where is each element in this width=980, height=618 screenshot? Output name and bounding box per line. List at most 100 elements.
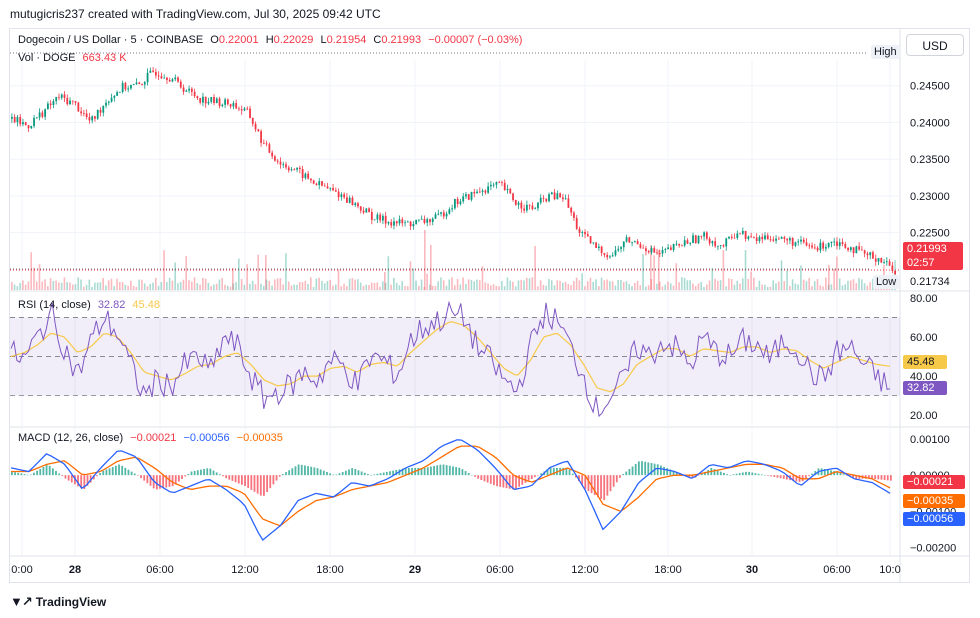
candle [603, 253, 606, 255]
candle [357, 203, 359, 207]
volume-bar [379, 286, 381, 290]
volume-label[interactable]: Vol · DOGE [18, 52, 76, 64]
time-tick-label: 06:00 [146, 564, 174, 576]
macd-histogram-bar [776, 475, 779, 478]
volume-bar [481, 266, 484, 290]
candle [77, 102, 80, 112]
volume-bar [24, 284, 27, 290]
macd-histogram-bar [67, 475, 70, 481]
volume-bar [794, 283, 797, 290]
currency-button[interactable]: USD [906, 34, 964, 56]
macd-histogram [11, 461, 892, 501]
candle [498, 182, 501, 183]
candle [27, 125, 30, 129]
macd-histogram-bar [348, 469, 350, 476]
candle [312, 180, 315, 184]
candle [340, 194, 343, 198]
macd-histogram-bar [326, 471, 328, 476]
candle [370, 212, 373, 220]
macd-histogram-bar [382, 472, 385, 476]
candle [595, 242, 598, 248]
macd-histogram-bar [300, 464, 303, 476]
candle [714, 241, 717, 247]
candle [401, 219, 404, 224]
macd-histogram-bar [269, 475, 272, 489]
volume-bar [700, 281, 703, 290]
volume-bar [94, 282, 96, 290]
low-label: L [320, 34, 327, 46]
macd-histogram-bar [196, 470, 199, 476]
volume-bar [753, 277, 755, 290]
volume-bar [617, 279, 619, 290]
volume-bar [819, 285, 822, 290]
candle [149, 70, 152, 73]
candle [382, 215, 384, 221]
candle [586, 234, 589, 237]
volume-bar [44, 279, 46, 290]
macd-histogram-bar [36, 470, 39, 476]
candle [168, 80, 171, 82]
macd-histogram-bar [17, 472, 20, 476]
macd-histogram-bar [389, 471, 391, 476]
candle [564, 198, 567, 200]
macd-label[interactable]: MACD (12, 26, close) [18, 432, 124, 444]
candle [96, 109, 99, 119]
volume-bar [334, 284, 337, 290]
candle [434, 214, 437, 219]
candle [11, 116, 13, 119]
candle [611, 255, 614, 257]
candle [221, 104, 224, 107]
candle [553, 192, 556, 200]
macd-histogram-bar [615, 475, 618, 483]
candle [761, 236, 764, 240]
macd-histogram-bar [855, 475, 858, 479]
candle [836, 241, 838, 246]
volume-bar [686, 280, 689, 290]
candle [827, 242, 830, 248]
volume-bar [152, 282, 154, 290]
volume-bar [573, 281, 575, 290]
macd-histogram-bar [33, 472, 35, 476]
volume-bar [434, 286, 437, 290]
candle [243, 108, 246, 111]
volume-bar [448, 279, 451, 290]
macd-histogram-bar [518, 475, 521, 487]
macd-histogram-bar [732, 474, 735, 476]
volume-bar [584, 286, 586, 290]
rsi-label[interactable]: RSI (14, close) [18, 299, 91, 311]
candle [794, 242, 797, 246]
candle [44, 109, 47, 117]
volume-bar [534, 246, 536, 290]
macd-histogram-bar [448, 465, 451, 476]
macd-histogram-bar [344, 470, 347, 476]
candle [819, 242, 822, 251]
volume-bar [105, 285, 107, 290]
volume-bar [30, 252, 32, 290]
macd-histogram-bar [461, 469, 464, 476]
macd-histogram-bar [669, 469, 672, 476]
macd-histogram-bar [515, 475, 517, 489]
volume-bar [838, 278, 841, 290]
candle [567, 198, 570, 208]
macd-histogram-bar [385, 471, 388, 476]
volume-bar [268, 280, 271, 290]
macd-histogram-bar [612, 475, 615, 487]
volume-bar [525, 277, 528, 290]
macd-histogram-bar [124, 467, 127, 476]
footer-brand[interactable]: ▼↗ TradingView [10, 594, 106, 610]
symbol-title[interactable]: Dogecoin / US Dollar · 5 · COINBASE [18, 34, 204, 46]
volume-bar [118, 282, 121, 290]
candle [736, 233, 739, 238]
volume-bar [412, 268, 415, 290]
macd-histogram-bar [45, 465, 48, 476]
macd-histogram-bar [798, 475, 801, 483]
candle [298, 167, 301, 169]
macd-histogram-bar [187, 473, 190, 476]
volume-bar [310, 277, 312, 290]
macd-histogram-bar [496, 475, 498, 487]
volume-bar [346, 285, 348, 290]
volume-bar [451, 277, 453, 290]
volume-bar [113, 286, 116, 290]
candle [570, 207, 573, 213]
